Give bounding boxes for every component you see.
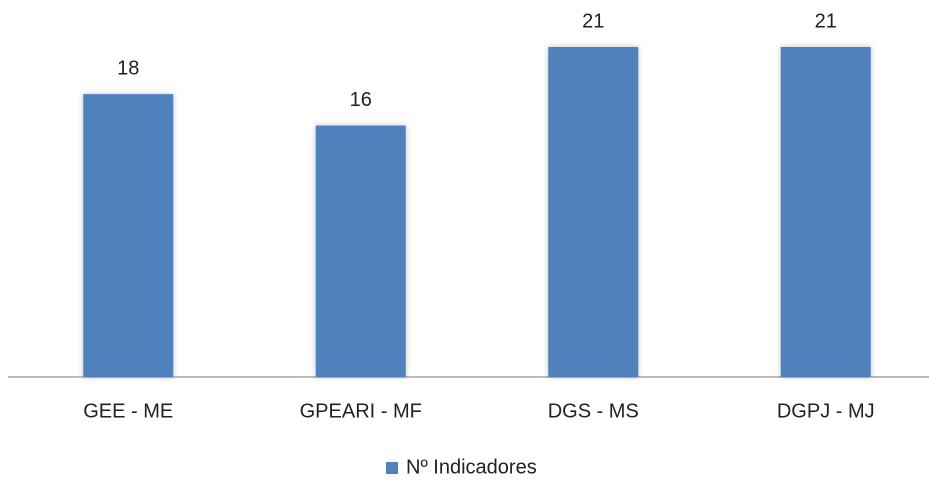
legend-swatch xyxy=(386,462,398,474)
legend-label: Nº Indicadores xyxy=(406,456,537,478)
data-label: 21 xyxy=(815,10,837,32)
bar xyxy=(780,47,871,377)
bar xyxy=(548,47,639,377)
x-tick-label: DGPJ - MJ xyxy=(777,400,875,422)
x-tick-label: GEE - ME xyxy=(83,400,173,422)
data-label: 21 xyxy=(582,10,604,32)
data-label: 16 xyxy=(350,89,372,111)
bar xyxy=(315,125,406,377)
bar xyxy=(83,94,174,378)
x-tick-label: DGS - MS xyxy=(548,400,639,422)
data-label: 18 xyxy=(117,57,139,79)
x-tick-label: GPEARI - MF xyxy=(300,400,422,422)
